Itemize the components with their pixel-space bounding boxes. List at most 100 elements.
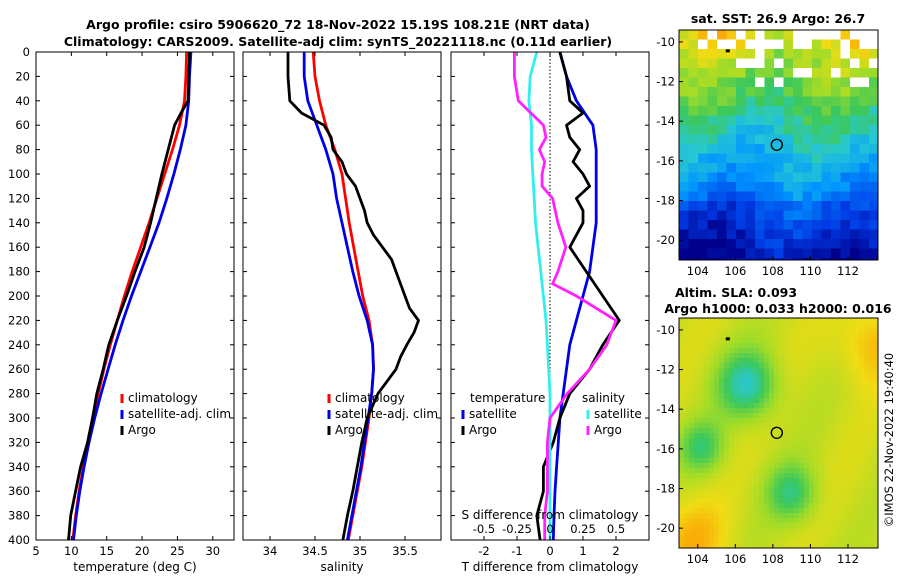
map-cell <box>794 318 800 324</box>
map-cell <box>729 528 735 534</box>
map-cell <box>749 433 755 439</box>
map-cell <box>812 182 822 192</box>
map-cell <box>679 448 685 454</box>
map-cell <box>793 106 803 116</box>
map-cell <box>784 483 790 489</box>
map-cell <box>799 353 805 359</box>
map-cell <box>745 201 756 211</box>
map-cell <box>864 443 870 449</box>
map-cell <box>821 39 832 50</box>
map-cell <box>736 68 746 78</box>
map-cell <box>864 523 870 529</box>
map-cell <box>679 115 689 126</box>
map-cell <box>724 498 730 504</box>
map-cell <box>724 378 730 384</box>
map-cell <box>749 443 755 449</box>
y-tick-label: 0 <box>23 45 30 59</box>
map-cell <box>854 473 860 479</box>
map-cell <box>839 488 845 494</box>
map-cell <box>854 378 860 384</box>
map-cell <box>864 473 870 479</box>
map-cell <box>736 248 746 259</box>
map-cell <box>864 348 870 354</box>
map-cell <box>814 498 820 504</box>
map-cell <box>709 488 715 494</box>
map-cell <box>824 458 830 464</box>
y-tick-label: 400 <box>8 533 30 547</box>
map-cell <box>812 39 822 50</box>
map-cell <box>688 220 699 230</box>
map-cell <box>707 258 718 261</box>
map-cell <box>755 229 765 240</box>
map-cell <box>714 363 720 369</box>
map-cell <box>764 358 770 364</box>
map-cell <box>754 368 760 374</box>
map-cell <box>739 388 745 394</box>
map-cell <box>809 333 815 339</box>
map-cell <box>704 448 710 454</box>
map-cell <box>783 96 794 107</box>
map-cell <box>834 473 840 479</box>
map-cell <box>729 478 735 484</box>
map-cell <box>694 483 700 489</box>
map-cell <box>759 388 765 394</box>
map-cell <box>724 363 730 369</box>
argo-float-marker[interactable] <box>770 426 784 440</box>
argo-float-marker[interactable] <box>770 138 784 152</box>
map-cell <box>714 438 720 444</box>
map-cell <box>864 368 870 374</box>
map-cell <box>739 518 745 524</box>
map-cell <box>717 201 727 211</box>
map-cell <box>874 373 879 379</box>
map-cell <box>839 378 845 384</box>
map-cell <box>699 543 705 549</box>
map-cell <box>769 523 775 529</box>
sst-map[interactable]: 104 106 108 110 112-10-12-14-16-18-20 <box>656 29 879 278</box>
map-cell <box>754 328 760 334</box>
map-cell <box>744 438 750 444</box>
map-cell <box>844 473 850 479</box>
map-cell <box>679 413 685 419</box>
map-cell <box>744 383 750 389</box>
map-cell <box>779 358 785 364</box>
map-cell <box>734 503 740 509</box>
map-cell <box>729 498 735 504</box>
map-cell <box>734 418 740 424</box>
map-cell <box>814 438 820 444</box>
map-cell <box>734 543 740 549</box>
map-cell <box>745 68 756 78</box>
map-cell <box>719 418 725 424</box>
map-cell <box>759 523 765 529</box>
map-cell <box>744 338 750 344</box>
map-cell <box>809 428 815 434</box>
map-cell <box>709 443 715 449</box>
sla-map[interactable]: 104 106 108 110 112-10-12-14-16-18-20 <box>656 317 879 566</box>
map-y-tick-label: -12 <box>656 363 675 377</box>
map-cell <box>789 498 795 504</box>
map-cell <box>774 125 784 135</box>
map-cell <box>814 343 820 349</box>
map-cell <box>709 328 715 334</box>
map-cell <box>859 538 865 544</box>
map-cell <box>869 543 875 549</box>
map-cell <box>694 438 700 444</box>
map-cell <box>694 538 700 544</box>
map-cell <box>874 403 879 409</box>
map-cell <box>704 543 710 549</box>
map-cell <box>704 368 710 374</box>
map-cell <box>684 343 690 349</box>
map-cell <box>869 106 879 116</box>
map-cell <box>764 423 770 429</box>
map-cell <box>814 503 820 509</box>
map-cell <box>814 508 820 514</box>
map-cell <box>759 503 765 509</box>
map-cell <box>839 333 845 339</box>
map-cell <box>819 378 825 384</box>
map-cell <box>819 523 825 529</box>
map-cell <box>734 523 740 529</box>
map-cell <box>745 163 756 173</box>
map-cell <box>794 383 800 389</box>
map-cell <box>784 378 790 384</box>
map-cell <box>809 388 815 394</box>
map-cell <box>829 513 835 519</box>
